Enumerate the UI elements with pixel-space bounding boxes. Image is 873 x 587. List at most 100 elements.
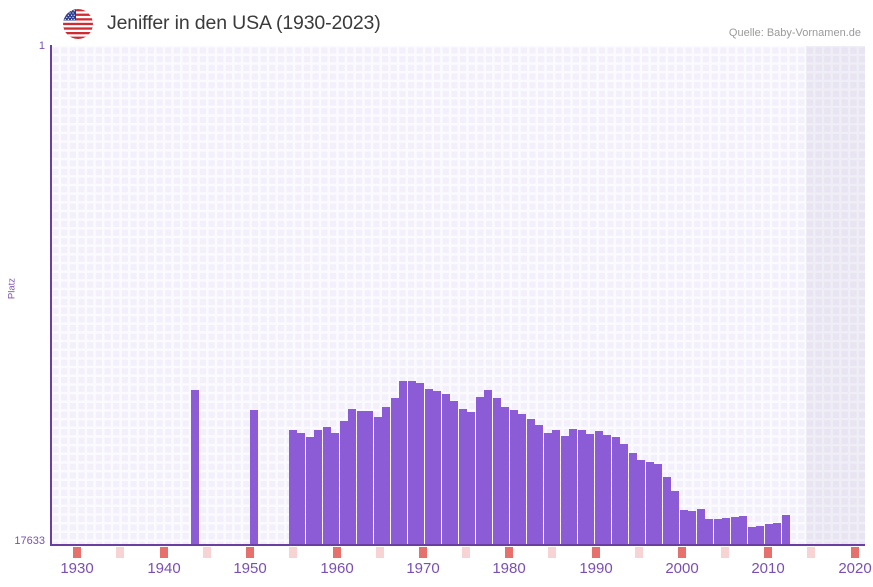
- bar-1984[interactable]: [509, 410, 518, 545]
- bar-2012[interactable]: [747, 527, 756, 545]
- x-tick-1930: [73, 547, 82, 558]
- bar-1976[interactable]: [441, 394, 450, 545]
- bar-2005[interactable]: [688, 511, 696, 545]
- bar-2013[interactable]: [756, 526, 764, 545]
- bar-2003[interactable]: [671, 491, 679, 545]
- page-title: Jeniffer in den USA (1930-2023): [107, 12, 381, 34]
- x-tick-minor-9: [462, 547, 471, 558]
- bar-1992[interactable]: [577, 430, 586, 545]
- x-tick-minor-13: [635, 547, 644, 558]
- bar-1958[interactable]: [288, 430, 297, 545]
- bar-2014[interactable]: [764, 524, 773, 545]
- bar-1989[interactable]: [552, 430, 560, 545]
- x-axis-label-1930: 1930: [60, 560, 94, 577]
- bar-1982[interactable]: [492, 398, 501, 545]
- bar-1988[interactable]: [543, 433, 552, 545]
- x-tick-minor-11: [548, 547, 557, 558]
- bar-1971[interactable]: [399, 381, 407, 545]
- bar-1965[interactable]: [348, 409, 356, 545]
- x-axis-labels: 1930 1940 1950 1960 1970 1980 1990 2000 2010 2020: [0, 560, 873, 586]
- future-shaded-region: [806, 46, 865, 545]
- bar-2017[interactable]: [781, 515, 790, 545]
- bar-1981[interactable]: [484, 390, 492, 545]
- bar-1996[interactable]: [611, 437, 620, 545]
- bar-1978[interactable]: [458, 409, 467, 545]
- bar-1962[interactable]: [322, 427, 331, 545]
- x-axis-label-1970: 1970: [406, 560, 440, 577]
- x-tick-1990: [592, 547, 601, 558]
- bar-1983[interactable]: [501, 407, 509, 545]
- bar-1966[interactable]: [356, 411, 365, 545]
- bar-1991[interactable]: [569, 429, 577, 545]
- bar-1997[interactable]: [620, 444, 628, 545]
- x-tick-2010: [764, 547, 773, 558]
- bar-1973[interactable]: [416, 383, 424, 545]
- bar-2016[interactable]: [773, 523, 781, 545]
- bar-2010[interactable]: [730, 517, 739, 545]
- x-tick-minor-3: [203, 547, 212, 558]
- bar-1999[interactable]: [637, 460, 645, 545]
- usa-flag-icon: [63, 9, 93, 39]
- bar-1946[interactable]: [191, 390, 199, 545]
- bar-1979[interactable]: [467, 412, 475, 545]
- x-tick-2000: [678, 547, 687, 558]
- bar-1974[interactable]: [424, 389, 433, 545]
- bar-1961[interactable]: [314, 430, 322, 545]
- bar-1998[interactable]: [628, 453, 637, 545]
- bar-1987[interactable]: [535, 425, 543, 545]
- x-tick-minor-1: [116, 547, 125, 558]
- bar-1985[interactable]: [518, 414, 526, 545]
- bar-1960[interactable]: [305, 437, 314, 545]
- y-axis-line: [50, 45, 52, 546]
- x-axis-ticks: [51, 547, 865, 558]
- x-axis-label-2010: 2010: [751, 560, 785, 577]
- y-axis-tick-top: 1: [38, 40, 45, 52]
- bar-2004[interactable]: [679, 510, 688, 545]
- bar-1967[interactable]: [365, 411, 373, 545]
- bar-1994[interactable]: [594, 431, 603, 545]
- source-attribution: Quelle: Baby-Vornamen.de: [728, 27, 861, 39]
- bar-2000[interactable]: [645, 462, 654, 545]
- bar-1970[interactable]: [390, 398, 399, 545]
- bar-1969[interactable]: [382, 407, 390, 545]
- bar-1963[interactable]: [331, 433, 339, 545]
- bar-2011[interactable]: [739, 516, 747, 545]
- bar-1953[interactable]: [250, 410, 258, 545]
- x-tick-minor-5: [289, 547, 298, 558]
- x-tick-1950: [246, 547, 255, 558]
- bar-2006[interactable]: [696, 509, 705, 545]
- bar-2001[interactable]: [654, 464, 662, 545]
- bar-1968[interactable]: [373, 417, 382, 545]
- bar-1977[interactable]: [450, 401, 458, 545]
- x-tick-1970: [419, 547, 428, 558]
- grid-lines: [51, 46, 865, 545]
- bar-2009[interactable]: [722, 518, 730, 545]
- bar-1964[interactable]: [339, 421, 348, 545]
- x-axis-label-1990: 1990: [579, 560, 613, 577]
- x-axis-label-2000: 2000: [665, 560, 699, 577]
- x-axis-label-1960: 1960: [320, 560, 354, 577]
- bar-1990[interactable]: [560, 436, 569, 545]
- x-tick-1960: [333, 547, 342, 558]
- bar-1975[interactable]: [433, 391, 441, 545]
- x-axis-label-1980: 1980: [492, 560, 526, 577]
- bar-1986[interactable]: [526, 419, 535, 545]
- x-tick-minor-7: [376, 547, 385, 558]
- x-axis-label-1940: 1940: [147, 560, 181, 577]
- x-tick-1940: [160, 547, 169, 558]
- bar-2008[interactable]: [713, 519, 722, 545]
- y-axis-title: Platz: [6, 277, 18, 300]
- bar-1972[interactable]: [407, 381, 416, 545]
- bar-2002[interactable]: [662, 477, 671, 545]
- x-axis-label-2020: 2020: [838, 560, 872, 577]
- x-tick-minor-15: [721, 547, 730, 558]
- y-axis-tick-bottom: 17633: [14, 535, 45, 547]
- bar-1980[interactable]: [475, 397, 484, 545]
- bar-2007[interactable]: [705, 519, 713, 545]
- bar-1995[interactable]: [603, 435, 611, 545]
- bar-1993[interactable]: [586, 434, 594, 545]
- x-axis-label-1950: 1950: [233, 560, 267, 577]
- x-tick-2020: [851, 547, 860, 558]
- bar-1959[interactable]: [297, 433, 305, 545]
